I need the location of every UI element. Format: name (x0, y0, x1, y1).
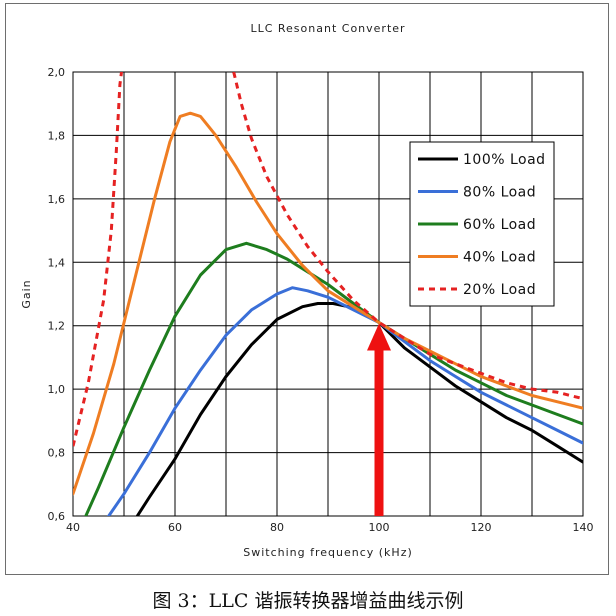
grid (73, 72, 583, 516)
legend-label: 80% Load (463, 185, 536, 201)
y-tick-label: 1,8 (48, 129, 66, 142)
legend-label: 40% Load (463, 250, 536, 266)
y-tick-label: 1,2 (48, 320, 66, 333)
y-tick-label: 2,0 (48, 66, 66, 79)
y-tick-label: 1,4 (48, 256, 66, 269)
series-line-40-load (73, 111, 583, 496)
x-tick-label: 60 (168, 521, 182, 534)
x-tick-label: 120 (471, 521, 492, 534)
y-tick-label: 0,6 (48, 510, 66, 523)
y-tick-label: 1,6 (48, 193, 66, 206)
legend-label: 60% Load (463, 217, 536, 233)
legend: 100% Load 80% Load 60% Load 40% Load 20% Loa… (409, 141, 555, 307)
gain-chart: 40 60 80 100 120 1400,60,81,01,21,41,61,82,0 … (20, 22, 594, 559)
legend-label: 20% Load (463, 282, 536, 298)
legend-label: 100% Load (463, 152, 546, 168)
series-layer (73, 72, 583, 516)
series-line-20-load (73, 72, 123, 447)
y-tick-label: 0,8 (48, 447, 66, 460)
figure-caption: 图 3：LLC 谐振转换器增益曲线示例 (152, 590, 464, 612)
arrow-annotation (367, 323, 391, 516)
arrow-head (367, 323, 391, 351)
x-tick-label: 40 (66, 521, 80, 534)
x-tick-label: 80 (270, 521, 284, 534)
x-tick-label: 140 (573, 521, 594, 534)
y-axis-title: Gain (20, 279, 33, 308)
chart-title: LLC Resonant Converter (250, 22, 405, 35)
series-line-60-load (84, 241, 583, 516)
y-tick-label: 1,0 (48, 383, 66, 396)
arrow-shaft (374, 348, 384, 516)
series-line-80-load (107, 286, 583, 516)
x-axis-title: Switching frequency (kHz) (243, 546, 413, 559)
series-line-20-load-upper (232, 72, 583, 401)
x-tick-label: 100 (369, 521, 390, 534)
ticks: 40 60 80 100 120 140 0,6 0,8 1,0 1,2 1,4 1,6 1,8 2,0 (48, 66, 594, 534)
